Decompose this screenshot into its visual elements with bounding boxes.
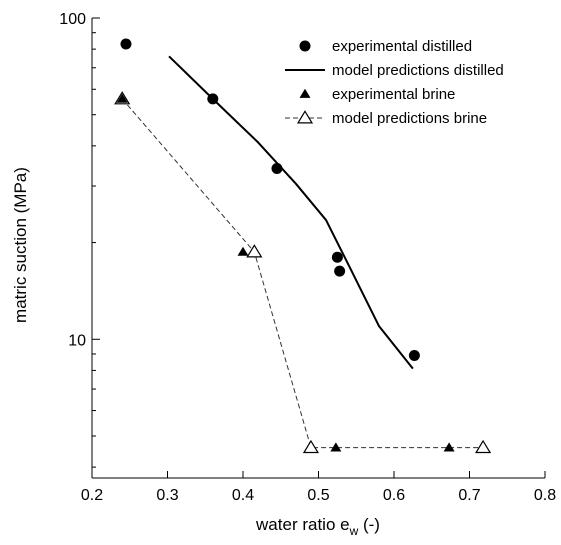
x-tick-label: 0.7	[458, 487, 480, 504]
legend-marker	[296, 110, 314, 124]
data-point-model-brine	[246, 244, 263, 258]
x-axis-label-subscript: w	[349, 524, 359, 538]
legend: experimental distilled model predictions …	[285, 38, 504, 127]
axes: 0.2 0.3 0.4 0.5 0.6 0.7 0.8 10 100	[59, 11, 556, 504]
x-axis-label-main: water ratio e	[255, 515, 350, 534]
legend-marker	[299, 88, 311, 98]
data-point-model-brine	[302, 439, 320, 454]
x-tick-label: 0.6	[383, 487, 405, 504]
plot-area	[114, 38, 492, 454]
data-point-experimental-brine	[443, 442, 455, 452]
y-tick-label: 100	[59, 11, 86, 28]
x-tick-label: 0.3	[156, 487, 178, 504]
data-point-experimental-distilled	[271, 163, 283, 175]
data-point-experimental-distilled	[408, 350, 420, 362]
series-line-model-brine	[121, 98, 484, 449]
data-point-experimental-brine	[116, 93, 128, 103]
legend-label: experimental distilled	[332, 38, 472, 55]
data-point-experimental-distilled	[207, 93, 219, 105]
data-point-experimental-distilled	[120, 38, 132, 50]
legend-label: model predictions distilled	[332, 62, 504, 79]
legend-label: experimental brine	[332, 86, 455, 103]
data-point-experimental-brine	[330, 442, 342, 452]
data-point-experimental-distilled	[334, 265, 346, 277]
series-line-model-distilled	[168, 55, 414, 370]
legend-marker	[299, 40, 311, 52]
legend-label: model predictions brine	[332, 110, 487, 127]
data-point-experimental-distilled	[331, 251, 343, 263]
y-tick-label: 10	[68, 332, 86, 349]
data-point-experimental-brine	[237, 246, 249, 256]
x-axis-label: water ratio ew (-)	[255, 515, 380, 538]
x-tick-label: 0.2	[81, 487, 103, 504]
x-tick-label: 0.8	[534, 487, 556, 504]
x-axis-label-unit: (-)	[358, 515, 380, 534]
x-tick-label: 0.4	[232, 487, 254, 504]
y-axis-label: matric suction (MPa)	[11, 167, 30, 323]
data-point-model-brine	[475, 439, 492, 454]
x-tick-label: 0.5	[307, 487, 329, 504]
